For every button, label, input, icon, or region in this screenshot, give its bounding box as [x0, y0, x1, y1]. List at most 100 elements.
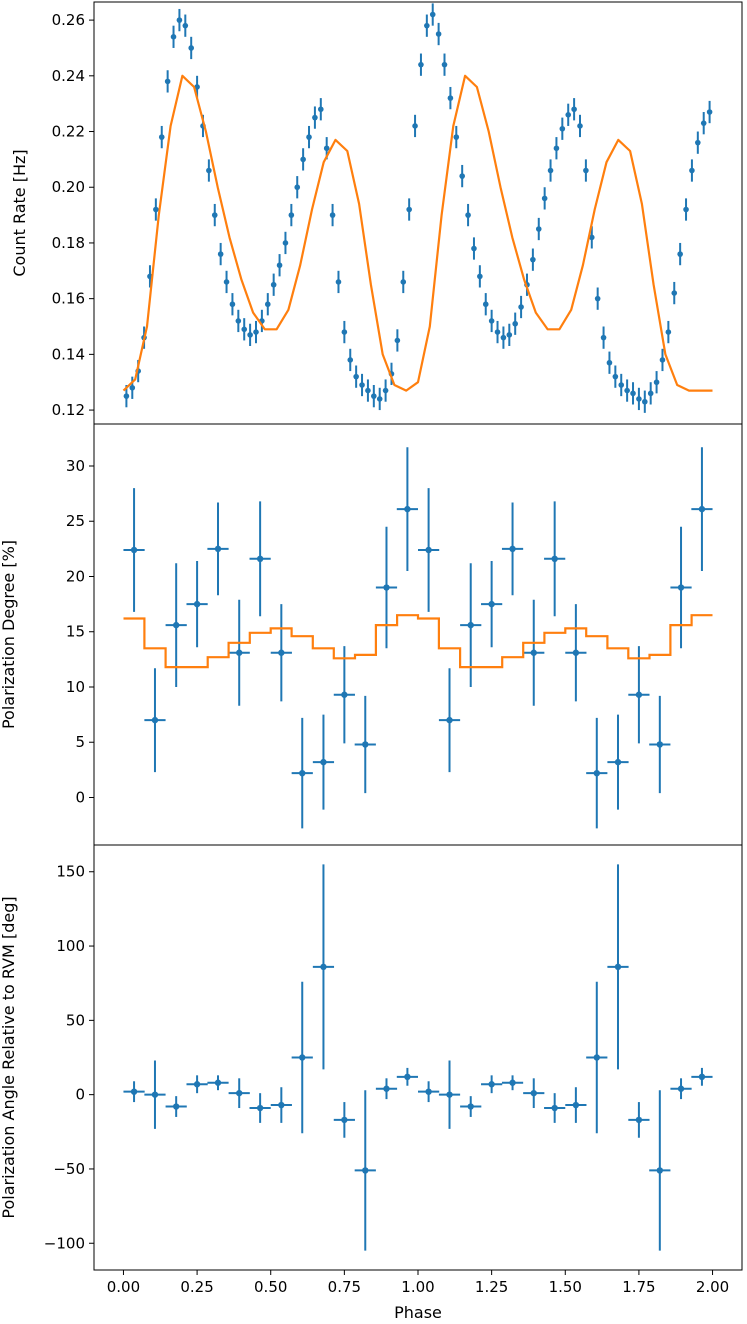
- marker: [565, 112, 572, 118]
- data-point: [144, 668, 166, 773]
- data-point: [207, 1075, 229, 1091]
- data-point: [312, 714, 335, 810]
- marker: [270, 281, 277, 288]
- marker: [429, 11, 436, 18]
- marker: [353, 373, 359, 380]
- marker: [176, 17, 183, 23]
- data-point: [165, 1096, 187, 1117]
- data-point: [565, 103, 572, 126]
- data-point: [559, 117, 566, 140]
- data-point: [341, 320, 348, 344]
- x-tick-label: 1.75: [622, 1278, 655, 1296]
- data-point: [312, 106, 318, 129]
- data-point: [659, 348, 666, 372]
- y-tick-label: −100: [44, 1234, 85, 1252]
- marker: [577, 123, 583, 129]
- marker: [323, 145, 330, 152]
- marker: [341, 1116, 348, 1124]
- data-point: [270, 1087, 292, 1123]
- y-tick-label: 0.16: [52, 290, 85, 308]
- data-point: [460, 1096, 482, 1117]
- marker: [530, 256, 536, 263]
- marker: [624, 387, 630, 394]
- marker: [441, 61, 448, 68]
- marker: [530, 1089, 537, 1097]
- marker: [214, 545, 222, 553]
- data-point: [683, 198, 689, 221]
- marker: [151, 716, 159, 724]
- marker: [130, 546, 138, 554]
- marker: [471, 245, 477, 252]
- marker: [217, 251, 224, 257]
- data-point: [435, 22, 442, 46]
- marker: [512, 320, 518, 327]
- marker: [488, 600, 495, 608]
- marker: [642, 398, 648, 405]
- marker: [600, 334, 607, 341]
- data-point: [670, 1078, 692, 1100]
- marker: [182, 22, 189, 29]
- marker: [282, 240, 289, 246]
- y-tick-label: 0.18: [52, 234, 85, 252]
- data-point: [217, 242, 224, 266]
- marker: [689, 167, 695, 174]
- marker: [123, 393, 130, 399]
- marker: [488, 1081, 495, 1088]
- data-point: [586, 981, 608, 1134]
- data-point: [481, 1075, 503, 1094]
- data-point: [488, 309, 495, 333]
- x-tick-label: 2.00: [696, 1278, 729, 1296]
- marker: [253, 329, 259, 335]
- data-point: [206, 159, 212, 182]
- data-point: [577, 114, 583, 138]
- marker: [636, 396, 642, 402]
- marker: [412, 123, 418, 129]
- marker: [288, 212, 295, 218]
- data-point: [129, 376, 136, 399]
- marker: [435, 31, 442, 37]
- data-point: [347, 348, 354, 372]
- data-point: [207, 502, 229, 596]
- data-point: [188, 36, 194, 60]
- marker: [264, 301, 271, 308]
- data-point: [228, 599, 250, 706]
- marker: [571, 106, 577, 113]
- data-point: [477, 265, 483, 288]
- marker: [482, 301, 489, 308]
- marker: [276, 262, 283, 269]
- y-tick-label: 100: [56, 937, 85, 955]
- x-tick-label: 0.25: [180, 1278, 213, 1296]
- marker: [459, 173, 465, 179]
- data-point: [186, 561, 208, 648]
- marker: [278, 649, 285, 656]
- marker: [278, 1101, 285, 1109]
- y-tick-label: 0: [75, 1086, 85, 1104]
- data-point: [228, 1078, 250, 1109]
- data-point: [653, 371, 660, 394]
- data-point: [481, 561, 503, 648]
- data-point: [333, 1102, 355, 1138]
- marker: [318, 106, 324, 113]
- marker: [404, 1073, 411, 1081]
- data-point: [691, 447, 713, 571]
- data-point: [565, 604, 587, 702]
- marker: [653, 379, 660, 386]
- data-point: [253, 320, 259, 344]
- marker: [170, 34, 177, 40]
- marker: [594, 295, 601, 302]
- data-point: [354, 1090, 376, 1251]
- marker: [541, 195, 548, 202]
- data-point: [170, 25, 177, 48]
- data-point: [291, 981, 313, 1134]
- marker: [467, 621, 474, 629]
- data-point: [394, 329, 401, 352]
- marker: [588, 234, 595, 241]
- data-point: [501, 502, 524, 596]
- marker: [299, 769, 306, 777]
- data-point: [642, 390, 648, 413]
- marker: [593, 1054, 600, 1061]
- marker: [229, 301, 236, 308]
- marker: [236, 1089, 243, 1097]
- marker: [151, 1091, 159, 1098]
